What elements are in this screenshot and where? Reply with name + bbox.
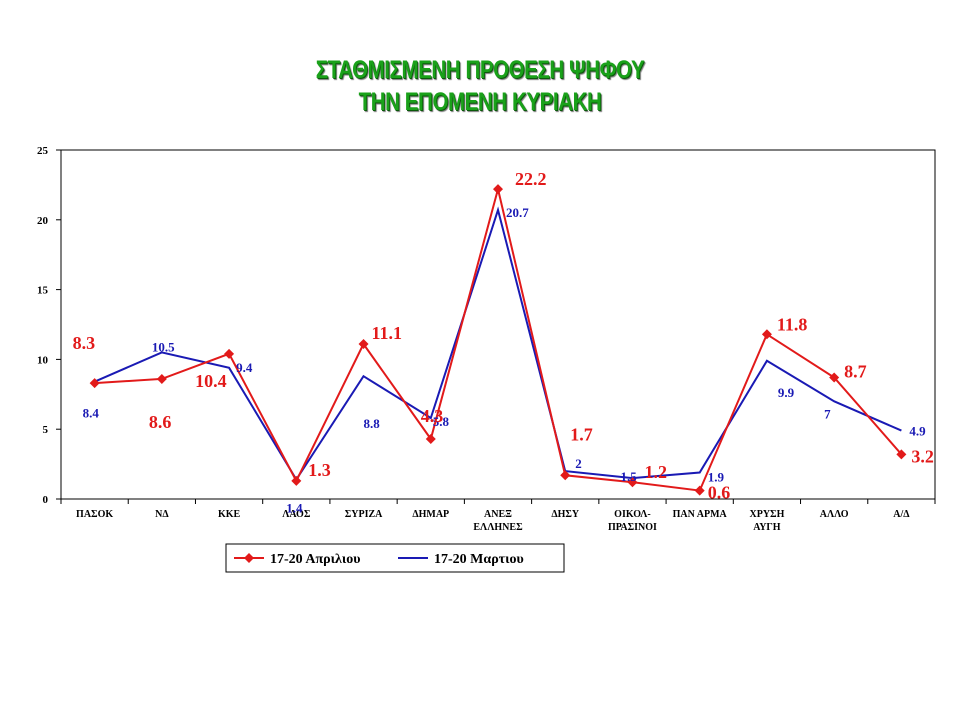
series-point xyxy=(829,372,840,383)
series-point xyxy=(89,378,100,389)
series-line-1 xyxy=(94,206,902,482)
legend-label-march: 17-20 Μαρτιου xyxy=(434,552,524,567)
data-label-april: 8.7 xyxy=(844,362,867,382)
chart-axes: 0 5 10 15 20 25 ΠΑΣΟΚ ΝΔ ΚΚΕ ΛΑΟΣ ΣΥΡΙΖΑ ΔΗΜΑΡ ΑΝΕΞ Ε… xyxy=(37,145,936,533)
data-label-march: 9.9 xyxy=(778,385,795,400)
data-label-march: 1.4 xyxy=(286,500,303,515)
x-tick-label: ΧΡΥΣΗ ΑΥΓΗ xyxy=(749,509,784,533)
data-label-march: 10.5 xyxy=(152,339,175,354)
data-label-march: 8.8 xyxy=(364,416,381,431)
data-label-april: 11.8 xyxy=(777,314,808,334)
legend-marker-april xyxy=(244,553,254,563)
data-label-april: 3.2 xyxy=(911,446,934,466)
data-label-march: 5.8 xyxy=(433,414,450,429)
data-label-march: 2 xyxy=(575,456,582,471)
x-tick-label: ΚΚΕ xyxy=(218,509,241,520)
series-point xyxy=(224,348,235,359)
x-tick-label: ΟΙΚΟΛ-ΠΡΑΣΙΝΟΙ xyxy=(608,509,657,533)
series-point xyxy=(291,475,302,486)
data-label-april: 22.2 xyxy=(515,169,547,189)
chart-legend: 17-20 Απριλιου 17-20 Μαρτιου xyxy=(225,543,565,573)
data-label-april: 11.1 xyxy=(372,323,403,343)
data-label-march: 7 xyxy=(824,406,831,421)
x-tick-label: ΑΛΛΟ xyxy=(820,509,849,520)
series-point xyxy=(560,470,571,481)
y-tick-label: 20 xyxy=(37,215,49,227)
data-label-april: 1.7 xyxy=(570,424,593,444)
data-label-march: 9.4 xyxy=(236,360,253,375)
data-label-march: 8.4 xyxy=(83,406,100,421)
data-label-march: 20.7 xyxy=(506,205,529,220)
data-label-april: 1.3 xyxy=(308,460,331,480)
series-point xyxy=(694,485,705,496)
y-tick-label: 5 xyxy=(43,424,49,436)
chart-subtitle: ΤΗΝ ΕΠΟΜΕΝΗ ΚΥΡΙΑΚΗ xyxy=(358,88,602,116)
series-point xyxy=(425,433,436,444)
data-label-april: 1.2 xyxy=(644,462,667,482)
chart-series xyxy=(89,184,907,496)
legend-box xyxy=(225,543,565,573)
chart-title: ΣΤΑΘΜΙΣΜΕΝΗ ΠΡΟΘΕΣΗ ΨΗΦΟΥ xyxy=(315,56,645,84)
x-tick-label: Α/Δ xyxy=(893,509,910,520)
data-label-march: 4.9 xyxy=(909,424,926,439)
x-tick-label: ΠΑΣΟΚ xyxy=(76,509,113,520)
series-point xyxy=(761,329,772,340)
y-tick-label: 15 xyxy=(37,285,49,297)
series-point xyxy=(156,373,167,384)
data-label-april: 8.3 xyxy=(73,333,96,353)
series-point xyxy=(627,477,638,488)
data-label-march: 1.5 xyxy=(620,469,637,484)
legend-label-april: 17-20 Απριλιου xyxy=(270,552,361,567)
series-line-0 xyxy=(94,188,903,492)
y-tick-label: 0 xyxy=(43,494,49,506)
y-tick-label: 10 xyxy=(37,354,49,366)
series-point xyxy=(493,184,503,195)
plot-area xyxy=(60,149,936,500)
chart-data-labels: 8.4 10.5 9.4 1.4 8.8 5.8 20.7 2 1.5 1.9 9.9 7 4.9 8.3… xyxy=(73,169,934,515)
x-tick-label: ΔΗΜΑΡ xyxy=(412,509,449,520)
data-label-april: 10.4 xyxy=(195,371,227,391)
series-point xyxy=(358,339,369,350)
x-tick-label: ΠΑΝ ΑΡΜΑ xyxy=(673,509,728,520)
x-tick-label: ΔΗΣΥ xyxy=(551,509,580,520)
x-tick-label: ΑΝΕΞ ΕΛΛΗΝΕΣ xyxy=(473,509,523,533)
data-label-march: 1.9 xyxy=(708,469,725,484)
y-tick-label: 25 xyxy=(37,145,49,157)
data-label-april: 0.6 xyxy=(708,483,731,503)
data-label-april: 8.6 xyxy=(149,412,172,432)
x-tick-label: ΝΔ xyxy=(155,509,169,520)
x-tick-label: ΛΑΟΣ xyxy=(282,509,311,520)
x-tick-label: ΣΥΡΙΖΑ xyxy=(345,509,383,520)
series-point xyxy=(896,449,907,460)
data-label-april: 4.3 xyxy=(421,406,444,426)
